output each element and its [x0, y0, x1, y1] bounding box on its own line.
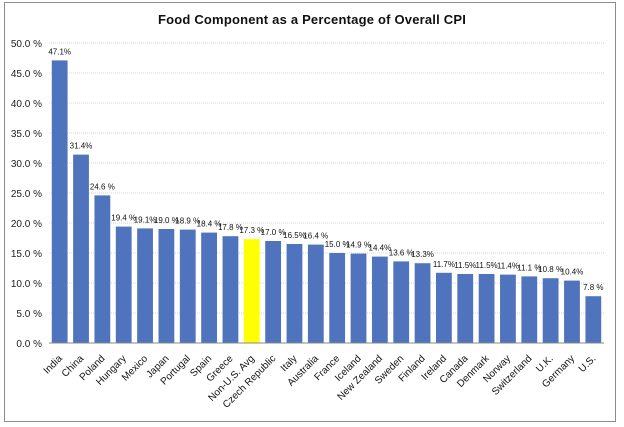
- data-label: 18.9 %: [175, 217, 200, 226]
- bar-denmark: [478, 274, 495, 343]
- bar-poland: [94, 195, 111, 343]
- data-label: 31.4%: [70, 142, 93, 151]
- bar-australia: [307, 244, 324, 343]
- y-tick-label: 0.0 %: [16, 339, 42, 350]
- data-label: 17.3 %: [239, 226, 264, 235]
- bar-france: [329, 253, 346, 343]
- y-tick-label: 5.0 %: [16, 309, 42, 320]
- data-label: 13.3%: [411, 250, 434, 259]
- bar-canada: [457, 274, 474, 343]
- bar-u-s: [585, 296, 602, 343]
- data-label: 11.1 %: [517, 263, 541, 272]
- y-tick-label: 10.0 %: [11, 279, 42, 290]
- x-axis-labels: IndiaChinaPolandHungaryMexicoJapanPortug…: [42, 353, 599, 411]
- y-tick-label: 20.0 %: [11, 219, 42, 230]
- data-label: 11.4%: [497, 262, 519, 271]
- data-label: 19.1%: [134, 215, 157, 224]
- y-tick-label: 50.0 %: [11, 39, 42, 50]
- data-label: 15.0 %: [325, 240, 350, 249]
- bar-finland: [414, 263, 431, 343]
- bar-u-k: [542, 278, 559, 343]
- y-tick-label: 25.0 %: [11, 189, 42, 200]
- data-label: 47.1%: [48, 47, 71, 56]
- y-tick-label: 30.0 %: [11, 159, 42, 170]
- bar-iceland: [350, 253, 367, 343]
- bar-india: [51, 60, 68, 344]
- bar-sweden: [393, 261, 410, 343]
- x-tick-label: U.S.: [577, 353, 599, 375]
- data-label: 10.8 %: [538, 265, 563, 274]
- bar-greece: [222, 236, 239, 343]
- data-label: 13.6 %: [389, 248, 414, 257]
- data-label: 7.8 %: [583, 283, 603, 292]
- data-label: 11.7%: [433, 260, 455, 269]
- gridlines: [49, 42, 604, 314]
- bar-china: [73, 154, 89, 343]
- y-tick-label: 15.0 %: [11, 249, 42, 260]
- data-label: 10.4%: [561, 268, 584, 277]
- bar-ireland: [436, 272, 452, 343]
- bar-mexico: [137, 228, 153, 343]
- data-label: 16.5%: [283, 231, 306, 240]
- data-label: 16.4 %: [303, 232, 328, 241]
- y-tick-label: 35.0 %: [11, 129, 42, 140]
- data-label: 19.0 %: [154, 216, 179, 225]
- data-label: 18.4 %: [197, 220, 222, 229]
- bar-non-u-s-avg: [243, 239, 260, 343]
- data-label: 19.4 %: [111, 214, 136, 223]
- data-label: 17.0 %: [261, 228, 286, 237]
- bar-spain: [201, 232, 217, 343]
- bar-japan: [158, 229, 175, 343]
- bar-italy: [286, 244, 303, 343]
- data-labels: 47.1%31.4%24.6 %19.4 %19.1%19.0 %18.9 %1…: [48, 47, 603, 292]
- bars: [51, 60, 602, 344]
- data-label: 17.8 %: [218, 223, 243, 232]
- data-label: 14.4%: [369, 244, 392, 253]
- bar-portugal: [179, 229, 196, 343]
- y-axis-ticks: 0.0 % 5.0 % 10.0 % 15.0 % 20.0 % 25.0 % 30.0 %…: [11, 39, 42, 350]
- chart-title: Food Component as a Percentage of Overal…: [157, 12, 467, 27]
- data-label: 11.5%: [476, 261, 498, 270]
- bar-hungary: [115, 226, 132, 343]
- bar-germany: [564, 280, 580, 343]
- data-label: 24.6 %: [90, 182, 115, 191]
- y-tick-label: 40.0 %: [11, 99, 42, 110]
- bar-norway: [500, 274, 516, 343]
- data-label: 14.9 %: [346, 241, 371, 250]
- y-tick-label: 45.0 %: [11, 69, 42, 80]
- data-label: 11.5%: [454, 261, 476, 270]
- bar-czech-republic: [265, 241, 282, 343]
- bar-switzerland: [521, 276, 538, 343]
- bar-new-zealand: [371, 256, 388, 343]
